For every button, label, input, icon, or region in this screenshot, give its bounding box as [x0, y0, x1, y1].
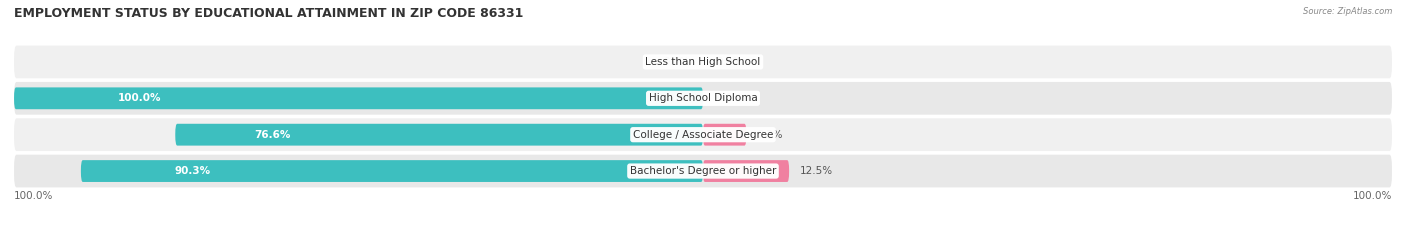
- Text: 6.3%: 6.3%: [756, 130, 783, 140]
- FancyBboxPatch shape: [14, 87, 703, 109]
- Text: 90.3%: 90.3%: [174, 166, 211, 176]
- FancyBboxPatch shape: [82, 160, 703, 182]
- Text: EMPLOYMENT STATUS BY EDUCATIONAL ATTAINMENT IN ZIP CODE 86331: EMPLOYMENT STATUS BY EDUCATIONAL ATTAINM…: [14, 7, 523, 20]
- FancyBboxPatch shape: [703, 160, 789, 182]
- Text: College / Associate Degree: College / Associate Degree: [633, 130, 773, 140]
- Text: 100.0%: 100.0%: [14, 191, 53, 201]
- FancyBboxPatch shape: [14, 155, 1392, 187]
- Text: 100.0%: 100.0%: [1353, 191, 1392, 201]
- FancyBboxPatch shape: [14, 46, 1392, 78]
- Text: 12.5%: 12.5%: [800, 166, 832, 176]
- Text: 0.0%: 0.0%: [717, 57, 742, 67]
- Text: Source: ZipAtlas.com: Source: ZipAtlas.com: [1302, 7, 1392, 16]
- Text: 100.0%: 100.0%: [117, 93, 160, 103]
- Text: 76.6%: 76.6%: [254, 130, 291, 140]
- FancyBboxPatch shape: [703, 124, 747, 146]
- Text: 0.0%: 0.0%: [664, 57, 689, 67]
- FancyBboxPatch shape: [14, 82, 1392, 115]
- Text: Bachelor's Degree or higher: Bachelor's Degree or higher: [630, 166, 776, 176]
- Text: 0.0%: 0.0%: [717, 93, 742, 103]
- FancyBboxPatch shape: [176, 124, 703, 146]
- Text: High School Diploma: High School Diploma: [648, 93, 758, 103]
- Text: Less than High School: Less than High School: [645, 57, 761, 67]
- FancyBboxPatch shape: [14, 118, 1392, 151]
